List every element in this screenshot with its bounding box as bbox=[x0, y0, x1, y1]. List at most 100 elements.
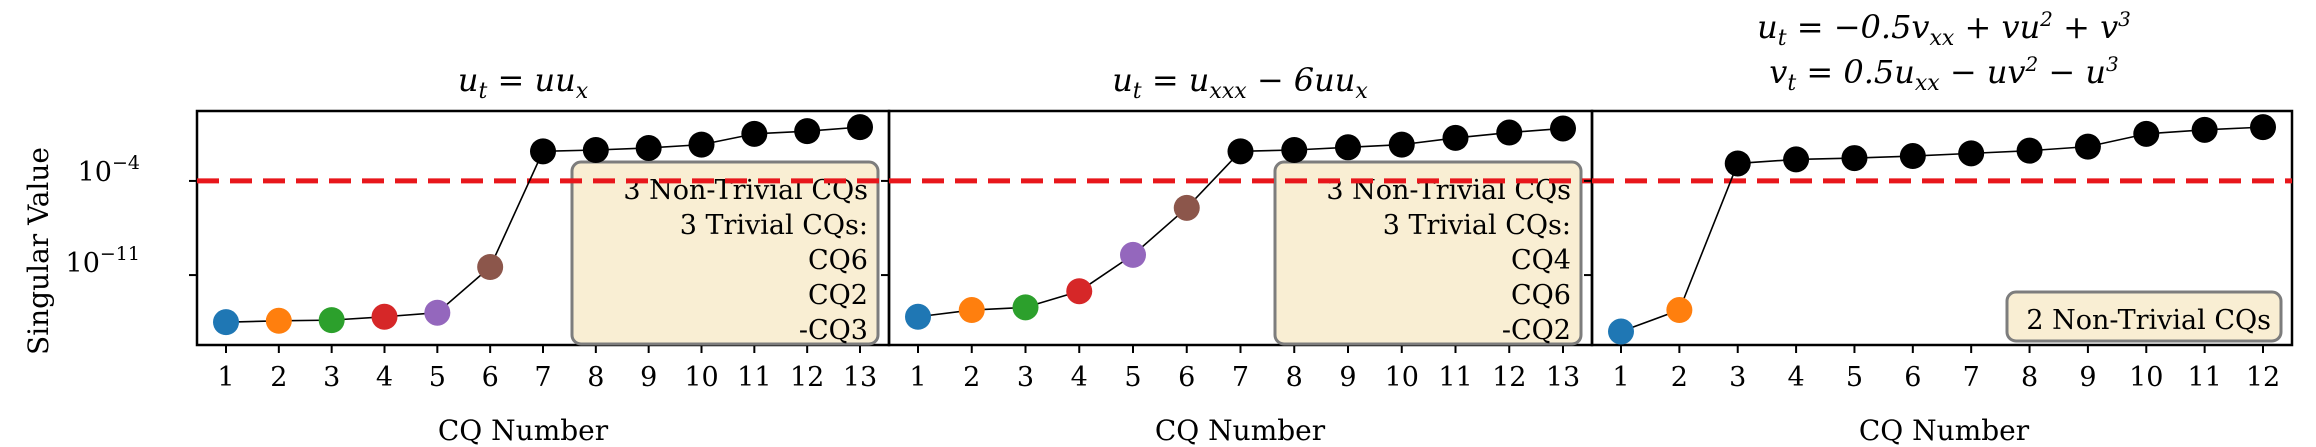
data-point-cq7 bbox=[1958, 140, 1985, 167]
data-point-cq12 bbox=[794, 118, 821, 145]
x-tick-label: 7 bbox=[1232, 362, 1249, 393]
data-point-cq1 bbox=[1608, 318, 1634, 345]
x-tick-label: 7 bbox=[1963, 362, 1980, 393]
data-point-cq1 bbox=[213, 309, 239, 336]
x-tick-label: 8 bbox=[587, 362, 604, 393]
data-point-cq3 bbox=[1724, 150, 1751, 177]
axes-frame bbox=[1590, 109, 2294, 347]
y-tick-labels: 10−4 10−11 bbox=[66, 152, 140, 279]
annotation-box bbox=[570, 160, 880, 346]
data-point-cq8 bbox=[1281, 137, 1308, 163]
data-point-cq12 bbox=[2250, 114, 2276, 141]
panel-title: ut = uux bbox=[458, 61, 589, 104]
x-tick-label: 3 bbox=[323, 362, 340, 393]
annotation-line: CQ6 bbox=[1511, 280, 1571, 311]
x-tick-label: 10 bbox=[684, 362, 718, 393]
x-axis-label-3: CQ Number bbox=[1859, 414, 2030, 447]
x-tick-label: 7 bbox=[534, 362, 551, 393]
data-point-cq2 bbox=[1666, 297, 1693, 324]
x-tick-label: 12 bbox=[2246, 362, 2280, 393]
data-point-cq6 bbox=[1173, 194, 1200, 221]
data-point-cq3 bbox=[1012, 294, 1039, 321]
annotation-box bbox=[2005, 290, 2283, 343]
data-point-cq11 bbox=[1442, 124, 1469, 151]
data-point-cq12 bbox=[1496, 119, 1523, 146]
x-tick-label: 13 bbox=[1546, 362, 1580, 393]
annotation-line: 3 Trivial CQs: bbox=[1383, 210, 1571, 241]
data-point-cq5 bbox=[1841, 145, 1868, 172]
annotation-line: -CQ2 bbox=[1502, 315, 1571, 346]
x-tick-label: 3 bbox=[1017, 362, 1034, 393]
x-tick-label: 6 bbox=[482, 362, 499, 393]
x-tick-label: 5 bbox=[1124, 362, 1141, 393]
x-axis-label-2: CQ Number bbox=[1155, 414, 1326, 447]
panel-kdv: ut = uxxx − 6uux 1 2 3 4 5 6 7 8 9 10 11 12 133 Non-… bbox=[881, 61, 1594, 393]
data-point-cq4 bbox=[371, 303, 398, 330]
x-axis-label-1: CQ Number bbox=[438, 414, 609, 447]
data-point-cq5 bbox=[424, 299, 451, 326]
x-tick-label: 10 bbox=[1385, 362, 1419, 393]
annotation-line: CQ2 bbox=[808, 280, 868, 311]
x-tick-label: 2 bbox=[963, 362, 980, 393]
annotation-line: -CQ3 bbox=[799, 315, 868, 346]
data-point-cq9 bbox=[2074, 133, 2101, 160]
data-point-cq8 bbox=[2016, 137, 2043, 164]
x-tick-label: 6 bbox=[1178, 362, 1195, 393]
x-tick-label: 1 bbox=[909, 362, 926, 393]
x-tick-label: 5 bbox=[1846, 362, 1863, 393]
x-tick-label: 3 bbox=[1729, 362, 1746, 393]
annotation-line: CQ4 bbox=[1511, 245, 1571, 276]
x-tick-label: 5 bbox=[429, 362, 446, 393]
x-tick-label: 2 bbox=[1671, 362, 1688, 393]
data-point-cq1 bbox=[905, 303, 931, 330]
x-tick-label: 11 bbox=[737, 362, 771, 393]
annotation-line: CQ6 bbox=[808, 245, 868, 276]
x-tick-label: 6 bbox=[1904, 362, 1921, 393]
x-tick-label: 4 bbox=[376, 362, 393, 393]
x-tick-label: 1 bbox=[1612, 362, 1629, 393]
x-tick-label: 9 bbox=[2079, 362, 2096, 393]
plot-area: 1 2 3 4 5 6 7 8 9 10 11 122 Non-Trivial CQs bbox=[1584, 109, 2294, 393]
data-point-cq3 bbox=[318, 307, 345, 334]
y-tick-label-1e-4: 10−4 bbox=[78, 152, 140, 188]
data-point-cq2 bbox=[265, 307, 292, 334]
x-tick-label: 4 bbox=[1787, 362, 1804, 393]
x-tick-label: 12 bbox=[1492, 362, 1526, 393]
data-point-cq13 bbox=[847, 114, 873, 141]
x-tick-label: 1 bbox=[217, 362, 234, 393]
annotation-line: 3 Trivial CQs: bbox=[680, 210, 868, 241]
data-point-cq10 bbox=[1388, 131, 1415, 158]
data-point-cq8 bbox=[582, 137, 609, 163]
data-point-cq4 bbox=[1066, 278, 1093, 305]
data-point-cq10 bbox=[688, 131, 715, 158]
x-tick-label: 4 bbox=[1071, 362, 1088, 393]
x-tick-label: 2 bbox=[270, 362, 287, 393]
panel-title-line-2: vt = 0.5uxx − uv2 − u3 bbox=[1769, 52, 2118, 96]
data-point-cq10 bbox=[2133, 120, 2160, 147]
data-point-cq2 bbox=[958, 297, 985, 324]
data-point-cq7 bbox=[530, 138, 556, 165]
x-tick-label: 9 bbox=[640, 362, 657, 393]
data-point-cq6 bbox=[1899, 143, 1926, 170]
x-tick-label: 12 bbox=[790, 362, 824, 393]
data-point-cq11 bbox=[741, 120, 768, 147]
data-point-cq13 bbox=[1550, 115, 1576, 142]
x-tick-label: 13 bbox=[843, 362, 877, 393]
data-point-cq7 bbox=[1227, 138, 1254, 165]
x-tick-label: 9 bbox=[1339, 362, 1356, 393]
x-tick-label: 8 bbox=[1286, 362, 1303, 393]
panel-title-line-1: ut = −0.5vxx + vu2 + v3 bbox=[1757, 7, 2131, 51]
x-tick-label: 11 bbox=[2187, 362, 2221, 393]
data-point-cq4 bbox=[1783, 146, 1810, 173]
data-point-cq6 bbox=[477, 254, 504, 280]
panel-coupled: ut = −0.5vxx + vu2 + v3 vt = 0.5uxx − uv… bbox=[1584, 7, 2294, 393]
annotation-box bbox=[1273, 160, 1583, 346]
data-point-cq11 bbox=[2191, 116, 2218, 143]
panel-burgers: ut = uux 1 2 3 4 5 6 7 8 9 10 11 12 133 Non-Trivial … bbox=[189, 61, 891, 393]
x-tick-label: 10 bbox=[2129, 362, 2163, 393]
x-tick-label: 11 bbox=[1438, 362, 1472, 393]
y-tick-label-1e-11: 10−11 bbox=[66, 243, 140, 279]
